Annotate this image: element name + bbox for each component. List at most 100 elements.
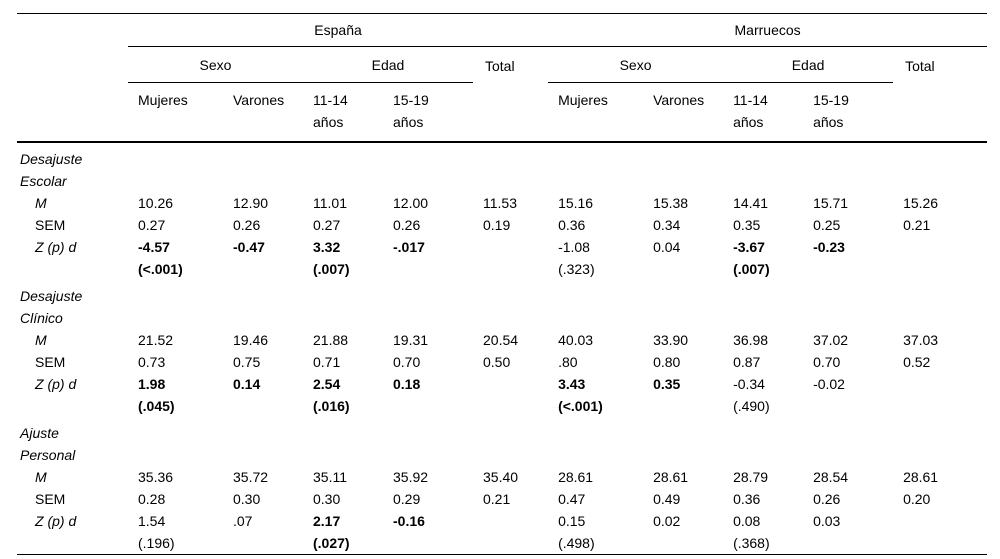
z-cell: 0.08 (.368) bbox=[723, 510, 804, 555]
row-label: M bbox=[35, 195, 47, 211]
header-total-espana: Total bbox=[473, 46, 549, 143]
value-cell: 0.75 bbox=[233, 354, 261, 370]
value-cell: 12.00 bbox=[393, 195, 429, 211]
z-cell: 1.54 (.196) bbox=[128, 510, 223, 555]
header-mujeres-marruecos: Mujeres bbox=[548, 82, 644, 143]
z-cell bbox=[473, 373, 548, 417]
value-cell: 0.27 bbox=[138, 217, 166, 233]
value-cell: 28.61 bbox=[903, 469, 939, 485]
value-cell: 0.20 bbox=[903, 491, 931, 507]
value-cell: 0.87 bbox=[733, 354, 761, 370]
header-corner-cell bbox=[17, 13, 128, 143]
row-label: Z (p) d bbox=[35, 239, 77, 255]
table-row: M 21.52 19.46 21.88 19.31 20.54 40.03 33… bbox=[17, 329, 987, 351]
z-cell: 0.03 bbox=[803, 510, 894, 555]
value-cell: 10.26 bbox=[138, 195, 174, 211]
table-row: Z (p) d 1.54 (.196) .07 2.17 (.027) -0.16 … bbox=[17, 510, 988, 555]
header-row-groups: Sexo Edad Total Sexo Edad Total bbox=[17, 46, 988, 143]
value-cell: 28.61 bbox=[558, 469, 594, 485]
z-cell: -4.57 (<.001) bbox=[138, 239, 183, 277]
table-row: SEM 0.27 0.26 0.27 0.26 0.19 0.36 0.34 0… bbox=[17, 214, 987, 236]
header-edad-espana: Edad bbox=[303, 46, 473, 83]
value-cell: 0.70 bbox=[813, 354, 841, 370]
header-age1-label: 11-14 años bbox=[733, 92, 768, 130]
z-cell: 0.15 (.498) bbox=[548, 510, 644, 555]
row-label: SEM bbox=[35, 354, 66, 370]
value-cell: 35.72 bbox=[233, 469, 269, 485]
value-cell: 11.01 bbox=[313, 195, 347, 211]
z-cell: -3.67 (.007) bbox=[733, 239, 770, 277]
value-cell: 0.27 bbox=[313, 217, 341, 233]
value-cell: 12.90 bbox=[233, 195, 269, 211]
value-cell: 0.49 bbox=[653, 491, 681, 507]
value-cell: 0.30 bbox=[313, 491, 341, 507]
value-cell: 37.03 bbox=[903, 332, 939, 348]
z-cell: 3.32 (.007) bbox=[313, 239, 350, 277]
value-cell: 0.26 bbox=[233, 217, 261, 233]
value-cell: 0.70 bbox=[393, 354, 421, 370]
table-row: M 10.26 12.90 11.01 12.00 11.53 15.16 15… bbox=[17, 192, 987, 214]
z-cell: -.017 bbox=[393, 239, 425, 255]
value-cell: 0.73 bbox=[138, 354, 166, 370]
header-row-countries: España Marruecos bbox=[17, 13, 988, 143]
value-cell: 0.26 bbox=[393, 217, 421, 233]
value-cell: 19.31 bbox=[393, 332, 429, 348]
row-label: SEM bbox=[35, 491, 66, 507]
section-label: Desajuste Clínico bbox=[20, 288, 83, 326]
value-cell: 0.21 bbox=[903, 217, 931, 233]
z-cell: -1.08 (.323) bbox=[558, 239, 595, 277]
header-total-marruecos: Total bbox=[893, 46, 988, 143]
header-age2-marruecos: 15-19 años bbox=[803, 82, 894, 143]
header-age2-label: 15-19 años bbox=[393, 92, 429, 130]
value-cell: 0.35 bbox=[733, 217, 761, 233]
value-cell: 0.28 bbox=[138, 491, 166, 507]
section-label: Desajuste Escolar bbox=[20, 151, 83, 189]
value-cell: 0.21 bbox=[483, 491, 511, 507]
header-varones-espana: Varones bbox=[223, 82, 303, 143]
value-cell: 28.54 bbox=[813, 469, 849, 485]
table-row: SEM 0.73 0.75 0.71 0.70 0.50 .80 0.80 0.… bbox=[17, 351, 987, 373]
table-row: SEM 0.28 0.30 0.30 0.29 0.21 0.47 0.49 0… bbox=[17, 488, 987, 510]
value-cell: 0.36 bbox=[733, 491, 761, 507]
z-cell bbox=[893, 236, 987, 280]
row-label: M bbox=[35, 332, 47, 348]
value-cell: 35.92 bbox=[393, 469, 429, 485]
section-row: Desajuste Escolar bbox=[17, 142, 987, 192]
value-cell: 0.29 bbox=[393, 491, 421, 507]
stats-table: España Marruecos Sexo Edad Total Sexo Ed… bbox=[17, 13, 988, 555]
value-cell: 15.16 bbox=[558, 195, 594, 211]
value-cell: 0.80 bbox=[653, 354, 681, 370]
table-row: Z (p) d -4.57 (<.001) -0.47 3.32 (.007) -.… bbox=[17, 236, 987, 280]
value-cell: 0.47 bbox=[558, 491, 586, 507]
row-label: SEM bbox=[35, 217, 66, 233]
z-cell bbox=[893, 510, 988, 555]
z-cell: 2.17 (.027) bbox=[303, 510, 383, 555]
z-cell: -0.23 bbox=[813, 239, 845, 255]
value-cell: 0.71 bbox=[313, 354, 341, 370]
value-cell: 28.79 bbox=[733, 469, 769, 485]
z-cell: -0.16 bbox=[383, 510, 473, 555]
header-age1-espana: 11-14 años bbox=[303, 82, 383, 143]
value-cell: 0.30 bbox=[233, 491, 261, 507]
value-cell: 40.03 bbox=[558, 332, 594, 348]
z-cell bbox=[473, 510, 549, 555]
z-cell bbox=[473, 236, 548, 280]
row-label: Z (p) d bbox=[17, 510, 128, 555]
value-cell: 35.36 bbox=[138, 469, 174, 485]
table-body: Desajuste Escolar M 10.26 12.90 11.01 12… bbox=[17, 142, 988, 555]
header-sexo-espana: Sexo bbox=[128, 46, 303, 83]
value-cell: .80 bbox=[558, 354, 578, 370]
row-label: M bbox=[35, 469, 47, 485]
section-row: Ajuste Personal bbox=[17, 417, 987, 466]
z-cell: -0.02 bbox=[813, 376, 845, 392]
z-cell: 1.98 (.045) bbox=[138, 376, 175, 414]
value-cell: 21.52 bbox=[138, 332, 174, 348]
table-row: M 35.36 35.72 35.11 35.92 35.40 28.61 28… bbox=[17, 466, 987, 488]
value-cell: 0.36 bbox=[558, 217, 586, 233]
value-cell: 15.38 bbox=[653, 195, 689, 211]
header-age2-espana: 15-19 años bbox=[383, 82, 473, 143]
value-cell: 15.26 bbox=[903, 195, 939, 211]
value-cell: 37.02 bbox=[813, 332, 849, 348]
z-cell: 0.02 bbox=[643, 510, 724, 555]
